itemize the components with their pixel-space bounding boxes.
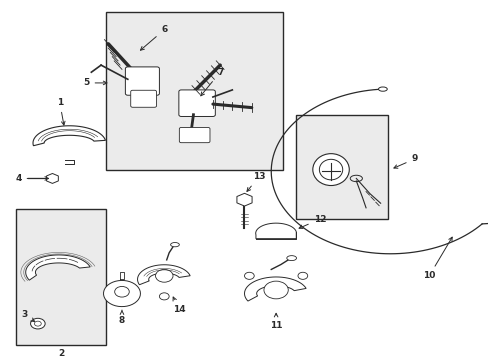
Bar <box>295 115 387 219</box>
FancyBboxPatch shape <box>130 90 156 107</box>
Text: 14: 14 <box>172 297 185 314</box>
Text: 7: 7 <box>201 68 223 96</box>
Circle shape <box>155 269 173 282</box>
FancyBboxPatch shape <box>179 127 209 143</box>
Text: 13: 13 <box>246 172 265 192</box>
FancyBboxPatch shape <box>125 67 159 95</box>
Text: 12: 12 <box>299 215 325 229</box>
Ellipse shape <box>170 243 179 247</box>
Text: 8: 8 <box>119 310 125 325</box>
Circle shape <box>244 272 254 279</box>
Ellipse shape <box>378 87 386 91</box>
Circle shape <box>115 287 129 297</box>
Polygon shape <box>26 255 90 280</box>
Text: 3: 3 <box>21 310 35 321</box>
Text: 6: 6 <box>140 25 167 50</box>
Circle shape <box>264 281 287 299</box>
Text: 5: 5 <box>83 78 107 87</box>
Text: 9: 9 <box>393 154 417 168</box>
Circle shape <box>159 293 169 300</box>
Polygon shape <box>244 277 305 301</box>
Polygon shape <box>103 280 140 307</box>
Bar <box>106 12 283 170</box>
Ellipse shape <box>286 256 296 261</box>
Polygon shape <box>255 223 296 239</box>
Text: 4: 4 <box>15 174 48 183</box>
Polygon shape <box>33 126 105 146</box>
Bar <box>16 208 106 345</box>
Circle shape <box>34 321 41 326</box>
Text: 1: 1 <box>57 98 65 125</box>
Text: 2: 2 <box>58 349 64 358</box>
Circle shape <box>297 272 307 279</box>
Polygon shape <box>137 265 190 285</box>
Ellipse shape <box>312 154 348 185</box>
Circle shape <box>30 318 45 329</box>
Text: 11: 11 <box>269 313 282 330</box>
Ellipse shape <box>319 159 342 180</box>
FancyBboxPatch shape <box>179 90 215 117</box>
Text: 10: 10 <box>422 237 451 280</box>
